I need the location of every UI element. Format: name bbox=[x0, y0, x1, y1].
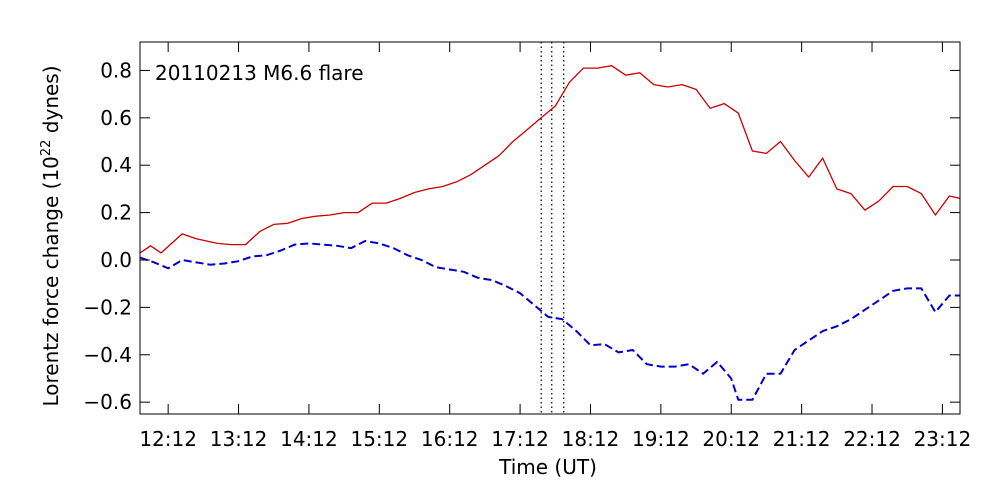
x-tick-label: 19:12 bbox=[632, 427, 690, 451]
x-tick-label: 17:12 bbox=[491, 427, 549, 451]
series-layer bbox=[139, 65, 961, 401]
y-axis-title-main: Lorentz force change (10 bbox=[39, 156, 63, 406]
y-tick-label: 0.4 bbox=[100, 153, 132, 177]
y-tick-label: 0.6 bbox=[100, 106, 132, 130]
x-tick-label: 18:12 bbox=[562, 427, 620, 451]
plot-frame bbox=[139, 41, 961, 415]
x-tick-label: 15:12 bbox=[350, 427, 408, 451]
x-tick-label: 20:12 bbox=[702, 427, 760, 451]
series-line-2 bbox=[139, 240, 960, 401]
y-tick-label: 0.0 bbox=[100, 248, 132, 272]
y-tick-label: −0.6 bbox=[83, 390, 132, 414]
y-axis-title-suffix: dynes) bbox=[39, 65, 63, 139]
x-tick-label: 22:12 bbox=[843, 427, 901, 451]
y-tick-label: −0.4 bbox=[83, 343, 132, 367]
ticks: 12:12 13:12 14:12 15:12 16:12 17:12 18:12 19:12… bbox=[83, 42, 971, 451]
y-tick-label: 0.2 bbox=[100, 201, 132, 225]
x-tick-label: 13:12 bbox=[210, 427, 268, 451]
x-tick-label: 23:12 bbox=[914, 427, 972, 451]
x-tick-label: 12:12 bbox=[139, 427, 197, 451]
flare-annotation: 20110213 M6.6 flare bbox=[155, 61, 364, 85]
x-axis-title: Time (UT) bbox=[498, 455, 597, 479]
x-tick-label: 21:12 bbox=[773, 427, 831, 451]
y-tick-label: −0.2 bbox=[83, 295, 132, 319]
y-axis-title: Lorentz force change (1022 dynes) bbox=[39, 65, 63, 406]
x-tick-label: 14:12 bbox=[280, 427, 338, 451]
x-tick-label: 16:12 bbox=[421, 427, 479, 451]
flare-markers bbox=[540, 42, 565, 414]
y-tick-label: 0.8 bbox=[100, 58, 132, 82]
axes bbox=[139, 41, 961, 415]
y-axis-title-exponent: 22 bbox=[39, 140, 54, 157]
series-line-1 bbox=[139, 65, 961, 254]
